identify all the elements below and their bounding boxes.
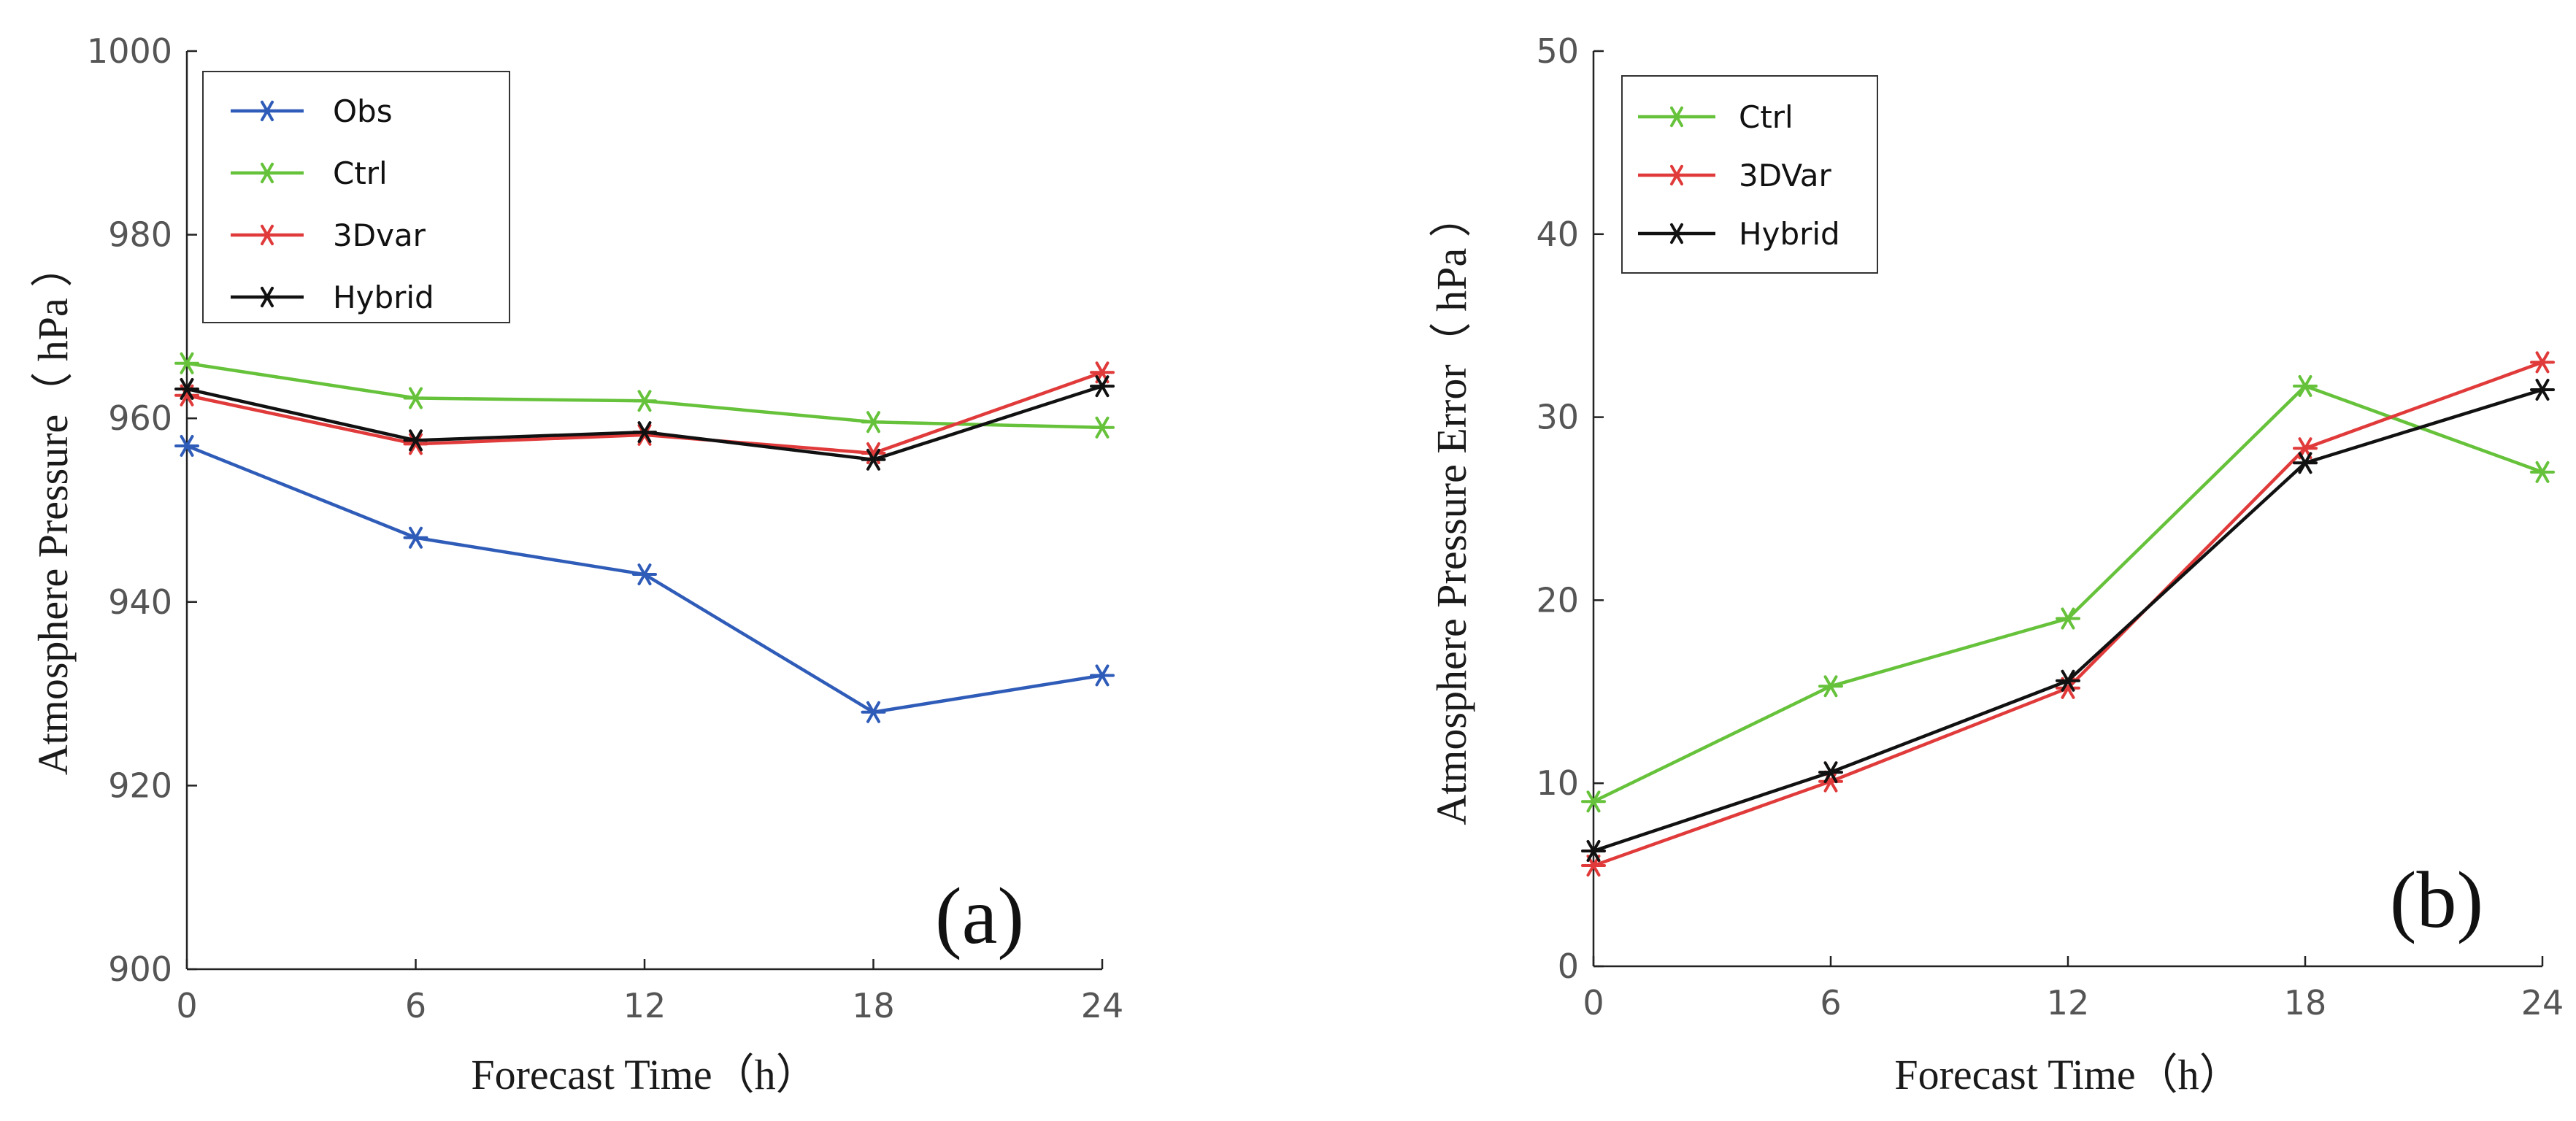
data-point-marker (861, 411, 886, 434)
series-layer-b (1581, 351, 2555, 877)
y-tick-label: 960 (108, 398, 172, 438)
series-obs (174, 434, 1115, 723)
data-point-marker (2056, 669, 2080, 692)
x-tick-label: 12 (623, 986, 666, 1025)
data-point-marker (1665, 164, 1688, 186)
series-3dvar (174, 361, 1115, 464)
y-tick-label: 940 (108, 582, 172, 622)
legend-box (202, 71, 510, 323)
y-axis-label-b: Atmosphere Pressure Error（ hPa ） (1428, 195, 1475, 825)
data-point-marker (2530, 461, 2555, 483)
legend-entry-obs: Obs (231, 93, 393, 129)
x-tick-label: 6 (405, 986, 426, 1025)
data-point-marker (2530, 378, 2555, 401)
chart-panel-a: 900 920 940 960 980 1000 0 6 12 18 24 Forecast Tim… (29, 31, 1123, 1098)
data-point-marker (174, 377, 199, 400)
data-point-marker (632, 563, 657, 586)
x-tick-label: 18 (2284, 983, 2327, 1022)
data-point-marker (403, 387, 428, 409)
series-hybrid (174, 375, 1115, 471)
data-point-marker (2056, 607, 2080, 630)
series-line-3dvar (1593, 361, 2543, 868)
data-point-marker (255, 286, 279, 308)
y-tick-label: 30 (1536, 398, 1579, 437)
legend-entry-3dvar: 3Dvar (231, 217, 426, 253)
series-line-ctrl (1593, 384, 2543, 804)
y-tick-label: 40 (1536, 215, 1579, 254)
data-point-marker (1090, 416, 1115, 439)
legend-label: Obs (333, 93, 393, 129)
data-point-marker (403, 429, 428, 452)
data-point-marker (1090, 375, 1115, 398)
legend-entry-hybrid: Hybrid (231, 280, 434, 315)
data-point-marker (2293, 452, 2318, 474)
data-point-marker (1581, 840, 1606, 862)
x-axis-label-b: Forecast Time（h） (1894, 1051, 2241, 1098)
y-tick-label: 10 (1536, 763, 1579, 803)
legend-a: Obs Ctrl 3Dvar Hybrid (202, 71, 510, 323)
data-point-marker (1090, 361, 1115, 384)
y-tick-label: 0 (1558, 947, 1579, 986)
y-tick-label: 1000 (87, 31, 172, 71)
data-point-marker (174, 352, 199, 374)
legend-b: Ctrl 3DVar Hybrid (1621, 75, 1878, 274)
x-tick-label: 0 (1583, 983, 1604, 1022)
x-axis-label-a: Forecast Time（h） (471, 1051, 818, 1098)
legend-entry-ctrl: Ctrl (231, 155, 388, 191)
legend-label: Ctrl (333, 155, 388, 191)
legend-label: Ctrl (1739, 99, 1793, 135)
data-point-marker (2293, 374, 2318, 397)
y-tick-label: 900 (108, 949, 172, 989)
series-line-ctrl (186, 361, 1103, 430)
y-tick-label: 50 (1536, 31, 1579, 71)
data-point-marker (255, 162, 279, 184)
legend-entry-3dvar: 3DVar (1638, 158, 1832, 193)
legend-entry-hybrid: Hybrid (1638, 216, 1840, 252)
panel-label-b: (b) (2390, 855, 2483, 944)
chart-panel-b: 0 10 20 30 40 50 0 6 12 18 24 Forecast Time（h） Atm… (1428, 31, 2564, 1098)
y-tick-label: 920 (108, 766, 172, 805)
x-tick-label: 24 (1081, 986, 1124, 1025)
x-tick-label: 0 (176, 986, 197, 1025)
legend-label: 3Dvar (333, 217, 426, 253)
data-point-marker (1818, 675, 1843, 698)
data-point-marker (2530, 351, 2555, 374)
ticks-layer-b: 0 10 20 30 40 50 0 6 12 18 24 (1536, 31, 2564, 1022)
x-tick-label: 18 (852, 986, 895, 1025)
data-point-marker (1581, 790, 1606, 813)
series-hybrid (1581, 378, 2555, 862)
legend-label: Hybrid (1739, 216, 1840, 252)
data-point-marker (632, 390, 657, 412)
data-point-marker (403, 433, 428, 455)
data-point-marker (174, 434, 199, 457)
data-point-marker (861, 448, 886, 471)
data-point-marker (403, 526, 428, 549)
x-tick-label: 12 (2047, 983, 2090, 1022)
data-point-marker (255, 100, 279, 122)
y-tick-label: 980 (108, 215, 172, 255)
series-line-obs (186, 444, 1103, 714)
y-tick-label: 20 (1536, 580, 1579, 620)
series-ctrl (174, 352, 1115, 439)
data-point-marker (861, 701, 886, 723)
data-point-marker (1665, 106, 1688, 128)
data-point-marker (632, 421, 657, 444)
panel-label-a: (a) (935, 871, 1024, 960)
data-point-marker (1818, 761, 1843, 784)
data-point-marker (1090, 664, 1115, 687)
data-point-marker (1665, 223, 1688, 244)
y-axis-label-a: Atmosphere Pressure（ hPa ） (29, 245, 77, 776)
legend-label: Hybrid (333, 280, 434, 315)
series-layer-a (174, 352, 1115, 723)
ticks-layer-a: 900 920 940 960 980 1000 0 6 12 18 24 (87, 31, 1123, 1025)
x-tick-label: 24 (2521, 983, 2564, 1022)
legend-label: 3DVar (1739, 158, 1832, 193)
legend-entry-ctrl: Ctrl (1638, 99, 1793, 135)
x-tick-label: 6 (1820, 983, 1841, 1022)
data-point-marker (255, 224, 279, 246)
series-ctrl (1581, 374, 2555, 813)
